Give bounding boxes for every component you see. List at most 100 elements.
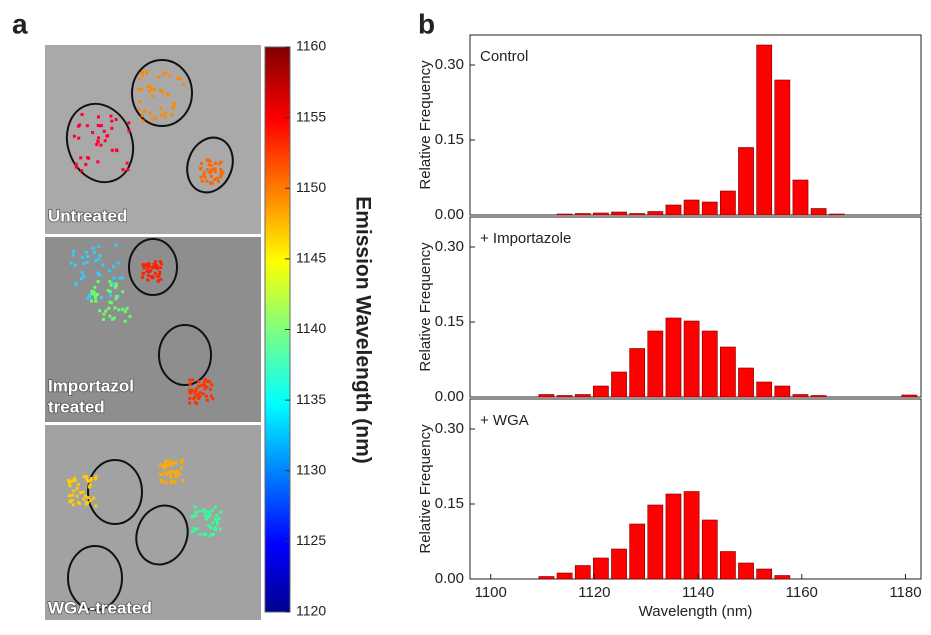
fluorescence-spot <box>193 391 197 395</box>
fluorescence-spot <box>158 472 162 476</box>
fluorescence-spot <box>98 124 102 128</box>
fluorescence-spot <box>117 308 121 312</box>
fluorescence-spot <box>147 265 151 269</box>
fluorescence-spot <box>151 276 155 280</box>
fluorescence-spot <box>163 111 167 115</box>
fluorescence-spot <box>196 393 200 397</box>
fluorescence-spot <box>114 282 118 286</box>
fluorescence-spot <box>70 498 74 502</box>
fluorescence-spot <box>171 469 175 473</box>
fluorescence-spot <box>110 148 114 152</box>
fluorescence-spot <box>146 274 150 278</box>
fluorescence-spot <box>121 307 125 311</box>
annotation: Control <box>480 48 528 65</box>
fluorescence-spot <box>86 479 90 483</box>
fluorescence-spot <box>84 250 88 254</box>
fluorescence-spot <box>204 517 208 521</box>
nucleus-outline <box>131 59 193 127</box>
y-tick-label: 0.30 <box>435 56 464 73</box>
fluorescence-spot <box>172 461 176 465</box>
bar <box>701 201 718 216</box>
fluorescence-spot <box>213 505 217 509</box>
fluorescence-spot <box>151 265 155 269</box>
fluorescence-spot <box>198 391 202 395</box>
image-label: Untreated <box>48 206 127 225</box>
fluorescence-spot <box>148 270 152 274</box>
fluorescence-spot <box>192 528 196 532</box>
fluorescence-spot <box>177 472 181 476</box>
fluorescence-spot <box>114 148 118 152</box>
bar <box>665 317 682 398</box>
bar <box>593 557 609 580</box>
fluorescence-spot <box>173 480 177 484</box>
fluorescence-spot <box>206 510 210 514</box>
fluorescence-spot <box>188 389 192 393</box>
fluorescence-spot <box>88 293 92 297</box>
fluorescence-spot <box>191 529 195 533</box>
fluorescence-spot <box>96 123 100 127</box>
fluorescence-spot <box>80 255 84 259</box>
fluorescence-spot <box>192 397 196 401</box>
fluorescence-spot <box>200 161 204 165</box>
fluorescence-spot <box>82 274 86 278</box>
y-axis-label: Relative Frequency <box>417 60 434 190</box>
colorbar-tick-label: 1145 <box>296 250 326 266</box>
bar <box>665 204 682 216</box>
fluorescence-spot <box>170 462 174 466</box>
fluorescence-spot <box>108 314 112 318</box>
fluorescence-spot <box>210 532 214 536</box>
fluorescence-spot <box>96 160 100 164</box>
fluorescence-spot <box>217 162 221 166</box>
fluorescence-spot <box>159 262 163 266</box>
fluorescence-spot <box>172 104 176 108</box>
image-label: WGA-treated <box>48 598 152 617</box>
colorbar-tick-label: 1140 <box>296 320 326 336</box>
fluorescence-spot <box>159 113 163 117</box>
x-tick-label: 1140 <box>682 584 714 601</box>
fluorescence-spot <box>150 87 154 91</box>
nucleus-outline <box>186 136 234 194</box>
fluorescence-spot <box>172 101 176 105</box>
bar <box>792 394 809 398</box>
fluorescence-spot <box>114 297 118 301</box>
fluorescence-spot <box>98 309 102 313</box>
fluorescence-spot <box>123 310 127 314</box>
fluorescence-spot <box>211 181 215 185</box>
fluorescence-spot <box>96 139 100 143</box>
bar <box>647 330 664 398</box>
colorbar-tick-label: 1130 <box>296 461 326 477</box>
bar <box>756 568 773 580</box>
fluorescence-spot <box>202 173 206 177</box>
fluorescence-spot <box>159 277 163 281</box>
fluorescence-spot <box>99 296 103 300</box>
fluorescence-spot <box>94 504 98 508</box>
x-tick-label: 1120 <box>578 584 610 601</box>
fluorescence-spot <box>168 459 172 463</box>
fluorescence-spot <box>85 475 89 479</box>
fluorescence-spot <box>66 478 70 482</box>
fluorescence-spot <box>221 170 225 174</box>
fluorescence-spot <box>195 401 199 405</box>
fluorescence-spot <box>193 395 197 399</box>
annotation: + WGA <box>480 412 529 429</box>
bar <box>538 394 555 398</box>
y-tick-label: 0.00 <box>435 206 464 223</box>
fluorescence-spot <box>206 380 210 384</box>
fluorescence-spot <box>102 129 106 133</box>
y-axis-label: Relative Frequency <box>417 424 434 554</box>
fluorescence-spot <box>72 489 76 493</box>
fluorescence-spot <box>176 76 180 80</box>
fluorescence-spot <box>85 477 89 481</box>
bar <box>810 208 827 216</box>
bar <box>683 491 700 580</box>
fluorescence-spot <box>154 260 158 264</box>
x-axis-label: Wavelength (nm) <box>639 603 753 620</box>
fluorescence-spot <box>88 479 92 483</box>
fluorescence-spot <box>150 94 154 98</box>
fluorescence-spot <box>181 83 185 87</box>
fluorescence-spot <box>208 380 212 384</box>
fluorescence-spot <box>168 471 172 475</box>
fluorescence-spot <box>157 273 161 277</box>
fluorescence-spot <box>104 309 108 313</box>
fluorescence-spot <box>145 71 149 75</box>
